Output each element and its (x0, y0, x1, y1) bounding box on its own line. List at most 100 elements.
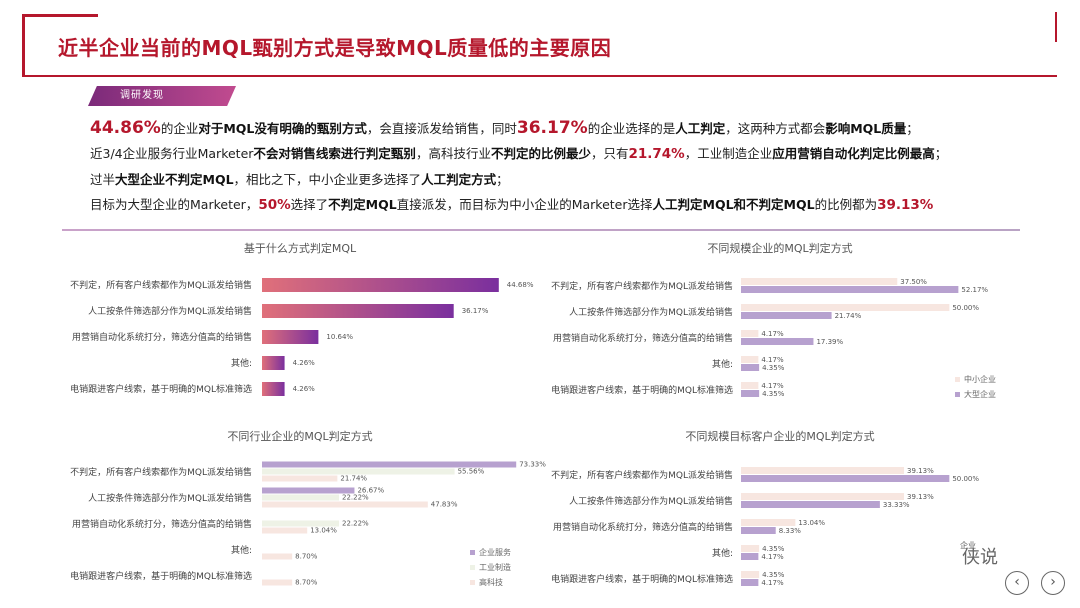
category-label: 用营销自动化系统打分，筛选分值高的给销售 (553, 332, 733, 344)
value-label: 10.64% (326, 333, 353, 341)
value-label: 22.22% (342, 494, 369, 502)
value-label: 26.67% (357, 487, 384, 495)
category-label: 人工按条件筛选部分作为MQL派发给销售 (88, 305, 252, 317)
value-label: 50.00% (952, 475, 979, 483)
bar-1 (741, 304, 950, 311)
value-label: 4.26% (293, 359, 316, 367)
bar-3 (262, 527, 308, 534)
value-label: 4.17% (761, 579, 784, 587)
bar-3 (262, 579, 293, 586)
legend-swatch (955, 377, 960, 382)
text: 过半 (90, 172, 116, 187)
legend-swatch (955, 392, 960, 397)
chart-title-4: 不同规模目标客户企业的MQL判定方式 (685, 429, 874, 443)
value-label: 4.26% (293, 385, 316, 393)
bar-2 (741, 527, 776, 534)
value-label: 4.35% (762, 364, 785, 372)
legend-swatch (470, 580, 475, 585)
value-label: 36.17% (462, 307, 489, 315)
summary-line-2: 近3/4企业服务行业Marketer不会对销售线索进行判定甄别，高科技行业不判定… (90, 141, 1050, 167)
bar (262, 382, 285, 396)
bar-1 (741, 493, 905, 500)
legend-swatch (470, 565, 475, 570)
emphasis: 对于MQL没有明确的甄别方式 (198, 121, 367, 136)
category-label: 人工按条件筛选部分作为MQL派发给销售 (569, 306, 733, 318)
bar-2 (262, 520, 340, 527)
value-label: 52.17% (961, 286, 988, 294)
bar-1 (262, 461, 517, 468)
text: ，工业制造企业 (684, 146, 773, 161)
stat: 21.74% (628, 146, 685, 162)
bar-2 (741, 338, 814, 345)
category-label: 其他: (712, 547, 733, 559)
corner-decoration-right (1055, 12, 1057, 42)
bar-2 (741, 286, 959, 293)
emphasis: 不会对销售线索进行判定甄别 (253, 146, 416, 161)
bar (262, 278, 499, 292)
stat: 39.13% (877, 197, 934, 213)
value-label: 8.70% (295, 553, 318, 561)
emphasis: 人工判定MQL和不判定MQL (652, 197, 815, 212)
text: ，相比之下，中小企业更多选择了 (233, 172, 422, 187)
bar-2 (741, 553, 759, 560)
bar-1 (741, 382, 759, 389)
emphasis: 影响MQL质量 (825, 121, 907, 136)
bar (262, 330, 319, 344)
text: ，这两种方式都会 (725, 121, 826, 136)
page-title: 近半企业当前的MQL甄别方式是导致MQL质量低的主要原因 (58, 36, 612, 60)
value-label: 21.74% (835, 312, 862, 320)
bar-1 (741, 330, 759, 337)
legend-label: 工业制造 (479, 562, 511, 572)
value-label: 55.56% (458, 468, 485, 476)
value-label: 44.68% (507, 281, 534, 289)
value-label: 39.13% (907, 467, 934, 475)
bar-2 (741, 364, 760, 371)
stat: 36.17% (516, 118, 588, 138)
category-label: 不判定，所有客户线索都作为MQL派发给销售 (70, 279, 252, 291)
category-label: 人工按条件筛选部分作为MQL派发给销售 (88, 492, 252, 504)
stat: 44.86% (90, 118, 161, 138)
bar-1 (741, 356, 759, 363)
watermark-small: 企业 (960, 541, 976, 550)
bar (262, 356, 285, 370)
section-tag: 调研发现 (88, 86, 236, 106)
value-label: 4.17% (761, 382, 784, 390)
emphasis: 大型企业不判定MQL (115, 172, 234, 187)
category-label: 用营销自动化系统打分，筛选分值高的给销售 (72, 331, 252, 343)
text: 近3/4企业服务行业Marketer (90, 146, 254, 161)
value-label: 4.17% (761, 356, 784, 364)
legend-swatch (470, 550, 475, 555)
value-label: 4.35% (762, 390, 785, 398)
value-label: 4.17% (761, 553, 784, 561)
category-label: 其他: (712, 358, 733, 370)
emphasis: 应用营销自动化判定比例最高 (772, 146, 935, 161)
category-label: 电销跟进客户线索，基于明确的MQL标准筛选 (551, 384, 733, 396)
value-label: 50.00% (952, 304, 979, 312)
prev-page-button[interactable]: ‹ (1005, 571, 1029, 595)
text: ； (934, 146, 948, 161)
next-page-button[interactable]: › (1041, 571, 1065, 595)
category-label: 不判定，所有客户线索都作为MQL派发给销售 (551, 469, 733, 481)
value-label: 21.74% (340, 475, 367, 483)
chart-title-3: 不同行业企业的MQL判定方式 (227, 429, 372, 443)
watermark: 侠说 (962, 547, 998, 568)
value-label: 8.33% (779, 527, 802, 535)
value-label: 17.39% (816, 338, 843, 346)
summary-line-4: 目标为大型企业的Marketer，50%选择了不判定MQL直接派发，而目标为中小… (90, 192, 1050, 218)
title-underline (22, 75, 1057, 77)
value-label: 8.70% (295, 579, 318, 587)
bar-3 (262, 475, 338, 482)
text: 的企业 (160, 121, 199, 136)
text: ； (906, 121, 919, 136)
bar-2 (741, 475, 950, 482)
bar (262, 304, 454, 318)
bar-2 (741, 390, 760, 397)
category-label: 用营销自动化系统打分，筛选分值高的给销售 (553, 521, 733, 533)
category-label: 其他: (231, 544, 252, 556)
value-label: 4.35% (762, 571, 785, 579)
bar-1 (741, 545, 760, 552)
text: ，高科技行业 (415, 146, 491, 161)
value-label: 13.04% (310, 527, 337, 535)
value-label: 39.13% (907, 493, 934, 501)
